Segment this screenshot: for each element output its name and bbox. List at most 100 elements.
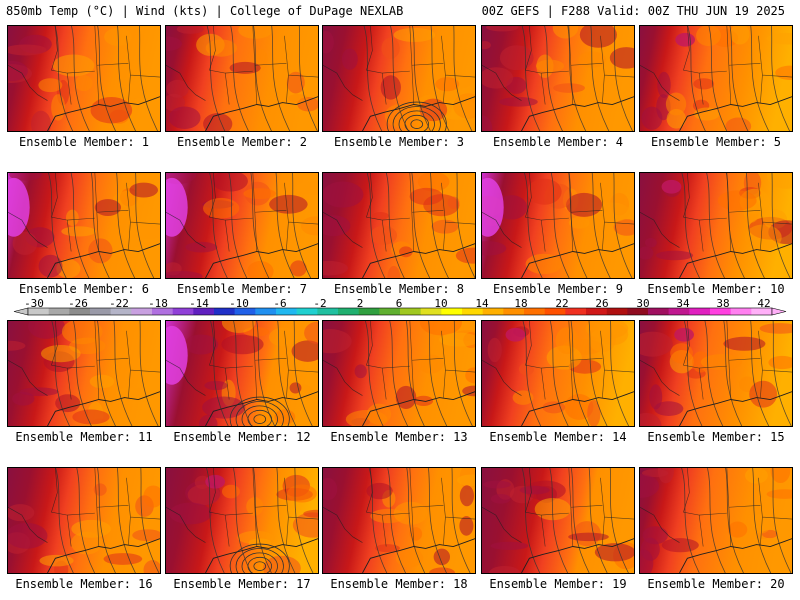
temp-patch xyxy=(527,178,562,205)
height-contour xyxy=(453,321,473,426)
state-borders xyxy=(366,321,475,400)
temp-patch xyxy=(700,354,743,371)
colorbar-tick-label: -14 xyxy=(189,297,209,310)
coastline xyxy=(521,243,634,278)
temp-patch xyxy=(221,334,264,355)
temp-patch xyxy=(143,560,160,573)
temp-patch xyxy=(419,321,462,336)
country-border xyxy=(323,359,363,396)
temp-patch xyxy=(290,260,307,277)
low-pressure-contour xyxy=(229,396,290,426)
temp-patch xyxy=(535,59,565,73)
temp-patch xyxy=(409,527,423,541)
temperature-field xyxy=(323,321,475,426)
country-border xyxy=(482,506,522,543)
temp-patch xyxy=(341,48,358,70)
height-contour xyxy=(456,173,475,278)
colorbar-segment xyxy=(462,308,483,315)
colorbar-segment xyxy=(689,308,711,315)
state-borders xyxy=(525,26,634,105)
temp-patch xyxy=(176,26,204,34)
ensemble-member-label: Ensemble Member: 8 xyxy=(333,282,465,296)
temp-patch xyxy=(8,504,35,522)
temp-patch xyxy=(323,181,364,208)
height-contour xyxy=(771,26,791,131)
temp-patch xyxy=(640,331,673,357)
temp-patch xyxy=(640,246,654,260)
temp-patch xyxy=(12,231,38,256)
height-contour xyxy=(588,321,608,426)
colorbar-segment xyxy=(606,308,628,315)
temp-patch xyxy=(422,107,444,118)
ensemble-member-map xyxy=(322,467,476,574)
temperature-field xyxy=(166,468,318,573)
temp-patch xyxy=(323,260,349,276)
temperature-field xyxy=(640,321,792,426)
ensemble-member-map xyxy=(481,320,635,427)
ensemble-member-map xyxy=(639,172,793,279)
ensemble-member-map xyxy=(322,25,476,132)
temp-patch xyxy=(323,215,351,237)
colorbar-tick-label: 38 xyxy=(716,297,730,310)
country-border xyxy=(482,359,522,396)
coastline xyxy=(47,538,160,573)
temp-patch xyxy=(31,110,51,131)
temp-patch xyxy=(133,223,160,240)
temp-patch xyxy=(744,224,782,251)
temp-patch xyxy=(70,531,103,555)
temperature-field xyxy=(8,173,160,278)
temp-patch xyxy=(487,337,502,363)
temp-patch xyxy=(238,26,273,39)
height-contour xyxy=(209,173,228,278)
ensemble-member-label: Ensemble Member: 9 xyxy=(492,282,624,296)
height-contour xyxy=(363,26,383,131)
ensemble-member-label: Ensemble Member: 7 xyxy=(176,282,308,296)
state-borders xyxy=(683,26,792,105)
height-contour xyxy=(364,321,384,426)
colorbar-segment xyxy=(648,308,669,315)
coastline xyxy=(362,96,475,131)
temp-patch xyxy=(203,197,240,219)
colorbar-tick-label: 6 xyxy=(395,297,403,310)
colorbar-segment xyxy=(565,308,587,315)
temp-patch xyxy=(52,54,95,77)
coastline xyxy=(362,538,475,573)
temp-patch xyxy=(166,271,203,278)
temperature-field xyxy=(166,173,318,278)
country-border xyxy=(323,506,363,543)
ensemble-member-map xyxy=(165,467,319,574)
country-border xyxy=(482,211,522,248)
country-border xyxy=(323,211,363,248)
height-contour xyxy=(139,321,159,426)
ensemble-member-map xyxy=(639,467,793,574)
temp-patch xyxy=(552,26,579,39)
height-contour xyxy=(570,468,590,573)
state-borders xyxy=(51,468,160,547)
temp-patch xyxy=(8,44,47,56)
height-contour xyxy=(253,468,272,573)
colorbar-tick-label: -30 xyxy=(24,297,44,310)
temp-patch xyxy=(483,480,511,489)
temp-patch xyxy=(38,78,63,93)
low-pressure-contour xyxy=(392,106,441,131)
temp-patch xyxy=(649,384,663,410)
height-contour xyxy=(745,173,765,278)
colorbar-tick-label: 30 xyxy=(636,297,650,310)
colorbar-tick-label: -22 xyxy=(109,297,129,310)
temp-patch xyxy=(38,254,63,278)
height-contour xyxy=(366,173,386,278)
temperature-field xyxy=(482,173,634,278)
temp-patch xyxy=(519,485,550,495)
temp-patch xyxy=(749,380,778,408)
height-contour xyxy=(116,468,136,573)
colorbar-segment xyxy=(420,308,442,315)
colorbar-segment xyxy=(524,308,545,315)
country-border xyxy=(8,211,48,248)
height-contour xyxy=(453,26,473,131)
coastline xyxy=(521,391,634,426)
low-pressure-contour xyxy=(404,114,430,131)
colorbar-segment xyxy=(586,308,607,315)
temperature-colorbar: -30 -26 -22 -18 -14 -10 -6 -2 2 6 10 14 18 22 26 30 34 38… xyxy=(0,298,800,318)
ensemble-member-label: Ensemble Member: 18 xyxy=(330,577,468,591)
state-borders xyxy=(51,26,160,105)
